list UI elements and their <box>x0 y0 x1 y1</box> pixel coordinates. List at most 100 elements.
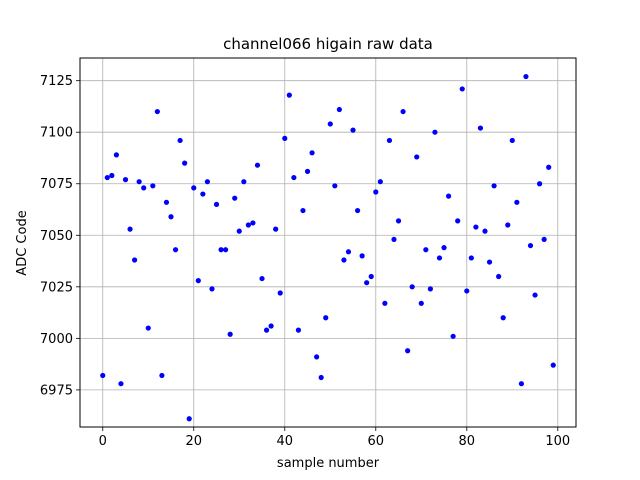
data-point <box>468 255 474 261</box>
y-axis-ticks: 6975 7000 7025 7050 7075 7100 7125 <box>40 74 80 398</box>
data-point <box>336 106 342 113</box>
chart-title: channel066 higain raw data <box>223 35 433 53</box>
data-point <box>218 247 224 253</box>
data-point <box>382 300 388 306</box>
data-point <box>227 331 233 337</box>
data-point <box>500 315 506 321</box>
y-tick-label: 7075 <box>40 177 73 192</box>
x-tick-label: 20 <box>185 434 202 449</box>
data-point <box>455 218 461 224</box>
data-point <box>145 325 151 331</box>
x-axis-ticks: 0 20 40 60 80 100 <box>99 427 570 449</box>
data-point <box>354 207 361 214</box>
data-point <box>496 273 502 280</box>
x-tick-label: 80 <box>459 434 476 449</box>
data-point <box>132 257 138 263</box>
data-point <box>177 137 183 144</box>
data-point <box>486 259 493 265</box>
data-point <box>459 86 465 92</box>
data-point <box>141 185 147 191</box>
data-point <box>200 191 206 197</box>
data-point <box>332 183 338 189</box>
data-point <box>414 154 420 160</box>
data-point <box>259 275 265 282</box>
data-point <box>314 354 320 360</box>
data-point <box>341 257 347 263</box>
data-point <box>409 284 415 290</box>
data-point <box>359 253 365 259</box>
data-point <box>318 374 324 381</box>
data-point <box>282 135 288 141</box>
data-point <box>391 236 397 243</box>
data-point <box>536 181 543 187</box>
x-tick-label: 0 <box>99 434 107 449</box>
data-points <box>100 73 556 422</box>
data-point <box>273 226 279 232</box>
data-point <box>327 121 333 127</box>
data-point <box>232 195 238 201</box>
data-point <box>373 189 379 195</box>
data-point <box>482 228 488 234</box>
data-point <box>268 323 274 329</box>
grid-lines <box>80 58 576 427</box>
data-point <box>209 286 215 292</box>
data-point <box>241 179 247 185</box>
y-tick-label: 7050 <box>40 229 73 244</box>
data-point <box>514 199 520 205</box>
data-point <box>509 137 515 144</box>
data-point <box>295 327 302 333</box>
data-point <box>136 179 142 185</box>
data-point <box>277 290 283 296</box>
data-point <box>159 372 165 379</box>
x-axis-label: sample number <box>277 456 380 471</box>
data-point <box>400 108 406 115</box>
data-point <box>491 183 497 189</box>
data-point <box>450 333 456 339</box>
data-point <box>418 300 424 306</box>
data-point <box>518 381 524 387</box>
data-point <box>350 127 356 133</box>
plot-frame <box>79 57 577 428</box>
y-tick-label: 7100 <box>40 126 73 141</box>
data-point <box>423 247 429 253</box>
data-point <box>464 288 470 294</box>
data-point <box>109 172 115 179</box>
data-point <box>104 174 110 181</box>
data-point <box>477 125 484 131</box>
data-point <box>523 73 529 80</box>
data-point <box>172 247 179 253</box>
data-point <box>505 222 511 228</box>
data-point <box>377 179 383 185</box>
data-point <box>323 315 329 321</box>
data-point <box>395 218 402 224</box>
y-axis-label: ADC Code <box>15 210 30 275</box>
data-point <box>541 236 547 243</box>
data-point <box>368 273 374 280</box>
data-point <box>405 348 411 354</box>
data-point <box>364 280 370 286</box>
data-point <box>150 183 156 189</box>
data-point <box>263 327 270 333</box>
data-point <box>345 249 352 255</box>
data-point <box>113 152 120 158</box>
data-point <box>186 416 192 422</box>
x-tick-label: 60 <box>368 434 385 449</box>
data-point <box>195 278 201 284</box>
data-point <box>127 226 133 232</box>
y-tick-label: 7025 <box>40 280 73 295</box>
data-point <box>527 242 534 249</box>
data-point <box>168 214 174 220</box>
data-point <box>191 185 197 191</box>
data-point <box>250 220 256 226</box>
data-point <box>550 362 556 368</box>
y-tick-label: 6975 <box>40 383 73 398</box>
data-point <box>236 228 242 234</box>
data-point <box>304 168 311 174</box>
x-tick-label: 100 <box>545 434 570 449</box>
data-point <box>291 174 297 181</box>
data-point <box>254 162 261 168</box>
data-point <box>300 207 306 214</box>
data-point <box>100 372 106 379</box>
data-point <box>309 150 315 156</box>
data-point <box>432 129 438 135</box>
